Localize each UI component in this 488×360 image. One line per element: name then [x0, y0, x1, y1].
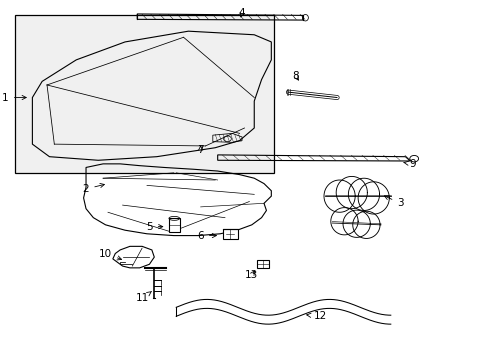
- Text: 12: 12: [306, 311, 326, 321]
- Text: 13: 13: [244, 270, 258, 280]
- Bar: [222, 229, 238, 239]
- Text: 6: 6: [197, 231, 216, 240]
- Text: 8: 8: [292, 71, 298, 81]
- Text: 9: 9: [403, 159, 415, 169]
- Text: 5: 5: [146, 222, 163, 231]
- Bar: [168, 219, 179, 232]
- Text: 11: 11: [135, 291, 151, 303]
- Text: 2: 2: [82, 184, 104, 194]
- Text: 10: 10: [99, 248, 122, 260]
- Bar: [15, 15, 273, 173]
- Bar: [256, 260, 268, 268]
- Text: 4: 4: [238, 8, 245, 18]
- Text: 7: 7: [197, 144, 203, 154]
- Text: 3: 3: [384, 196, 403, 208]
- Text: 1: 1: [2, 93, 26, 103]
